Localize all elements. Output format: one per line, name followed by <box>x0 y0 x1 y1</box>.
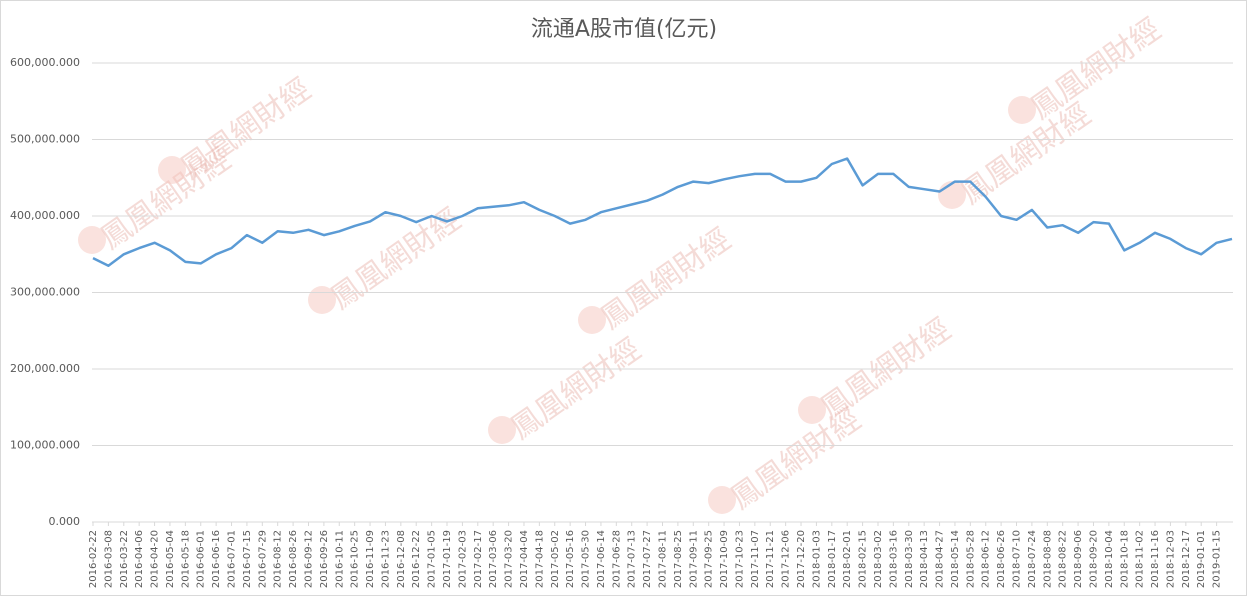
x-tick-label: 2016-09-12 <box>303 530 314 588</box>
x-tick-label: 2016-12-08 <box>396 530 407 588</box>
x-tick-label: 2017-01-19 <box>442 530 453 588</box>
x-tick-label: 2016-06-16 <box>211 530 222 588</box>
y-tick-label: 400,000.000 <box>10 209 80 222</box>
x-tick-label: 2017-07-13 <box>627 530 638 588</box>
x-tick-label: 2018-09-20 <box>1088 530 1099 588</box>
x-tick-label: 2018-03-16 <box>888 530 899 588</box>
x-tick-label: 2016-07-01 <box>227 530 238 588</box>
x-tick-label: 2017-09-25 <box>704 530 715 588</box>
x-tick-label: 2016-10-11 <box>334 530 345 588</box>
x-tick-label: 2016-05-04 <box>165 530 176 588</box>
x-tick-label: 2018-03-02 <box>873 530 884 588</box>
y-tick-label: 200,000.000 <box>10 362 80 375</box>
x-tick-label: 2016-09-26 <box>319 530 330 588</box>
x-tick-label: 2016-04-20 <box>150 530 161 588</box>
x-tick-label: 2018-02-01 <box>842 530 853 588</box>
x-tick-label: 2017-09-11 <box>688 530 699 588</box>
y-tick-label: 0.000 <box>49 515 81 528</box>
x-tick-label: 2016-03-22 <box>119 530 130 588</box>
x-tick-label: 2016-12-22 <box>411 530 422 588</box>
x-tick-label: 2016-05-18 <box>180 530 191 588</box>
x-tick-label: 2018-05-28 <box>965 530 976 588</box>
x-tick-label: 2017-10-23 <box>734 530 745 588</box>
x-tick-label: 2017-12-20 <box>796 530 807 588</box>
x-tick-label: 2017-10-09 <box>719 530 730 588</box>
x-tick-label: 2017-08-11 <box>658 530 669 588</box>
x-tick-label: 2017-11-21 <box>765 530 776 588</box>
x-tick-label: 2016-08-26 <box>288 530 299 588</box>
x-tick-label: 2018-06-12 <box>981 530 992 588</box>
watermark-logo <box>798 396 826 424</box>
x-tick-label: 2018-04-13 <box>919 530 930 588</box>
x-tick-label: 2017-04-04 <box>519 530 530 588</box>
x-tick-label: 2017-05-30 <box>581 530 592 588</box>
watermark-logo <box>488 416 516 444</box>
x-tick-label: 2018-11-02 <box>1135 530 1146 588</box>
x-tick-label: 2016-02-22 <box>88 530 99 588</box>
data-line <box>92 157 1233 267</box>
x-tick-label: 2017-01-05 <box>427 530 438 588</box>
x-tick-label: 2018-04-27 <box>935 530 946 588</box>
x-tick-label: 2017-02-17 <box>473 530 484 588</box>
x-tick-label: 2017-11-07 <box>750 530 761 588</box>
x-tick-label: 2018-08-22 <box>1058 530 1069 588</box>
x-tick-label: 2018-05-14 <box>950 530 961 588</box>
x-tick-label: 2016-03-08 <box>103 530 114 588</box>
x-tick-label: 2017-05-02 <box>550 530 561 588</box>
x-tick-label: 2018-12-17 <box>1181 530 1192 588</box>
y-tick-label: 300,000.000 <box>10 286 80 299</box>
x-tick-label: 2016-11-09 <box>365 530 376 588</box>
x-tick-label: 2016-06-01 <box>196 530 207 588</box>
x-tick-label: 2016-07-29 <box>257 530 268 588</box>
x-tick-label: 2019-01-01 <box>1196 530 1207 588</box>
x-tick-label: 2018-06-26 <box>996 530 1007 588</box>
x-tick-label: 2018-10-18 <box>1119 530 1130 588</box>
x-tick-label: 2018-11-16 <box>1150 530 1161 588</box>
x-tick-label: 2017-05-16 <box>565 530 576 588</box>
watermark-logo <box>158 156 186 184</box>
x-tick-label: 2017-03-20 <box>504 530 515 588</box>
y-tick-label: 100,000.000 <box>10 439 80 452</box>
x-tick-label: 2017-06-28 <box>611 530 622 588</box>
watermark-logo <box>1008 96 1036 124</box>
x-tick-label: 2018-07-24 <box>1027 530 1038 588</box>
x-tick-label: 2016-11-23 <box>380 530 391 588</box>
x-tick-label: 2018-02-15 <box>858 530 869 588</box>
x-tick-label: 2016-10-25 <box>350 530 361 588</box>
x-tick-label: 2016-07-15 <box>242 530 253 588</box>
x-tick-label: 2018-10-04 <box>1104 530 1115 588</box>
chart-title: 流通A股市值(亿元) <box>531 17 717 42</box>
x-tick-label: 2018-01-17 <box>827 530 838 588</box>
x-tick-label: 2017-04-18 <box>534 530 545 588</box>
x-tick-label: 2017-03-06 <box>488 530 499 588</box>
x-tick-label: 2018-03-30 <box>904 530 915 588</box>
x-tick-label: 2018-08-08 <box>1042 530 1053 588</box>
x-tick-label: 2017-07-27 <box>642 530 653 588</box>
x-tick-label: 2017-08-25 <box>673 530 684 588</box>
x-tick-label: 2018-09-06 <box>1073 530 1084 588</box>
y-tick-label: 600,000.000 <box>10 56 80 69</box>
x-tick-label: 2018-12-03 <box>1165 530 1176 588</box>
watermark-logo <box>78 226 106 254</box>
y-tick-label: 500,000.000 <box>10 133 80 146</box>
x-tick-label: 2018-07-10 <box>1012 530 1023 588</box>
watermark-logo <box>578 306 606 334</box>
x-tick-label: 2017-06-14 <box>596 530 607 588</box>
x-tick-label: 2016-08-12 <box>273 530 284 588</box>
x-tick-label: 2016-04-06 <box>134 530 145 588</box>
x-tick-label: 2019-01-15 <box>1212 530 1223 588</box>
x-tick-label: 2017-12-06 <box>781 530 792 588</box>
x-tick-label: 2018-01-03 <box>811 530 822 588</box>
watermark-logo <box>708 486 736 514</box>
x-tick-label: 2017-02-03 <box>457 530 468 588</box>
